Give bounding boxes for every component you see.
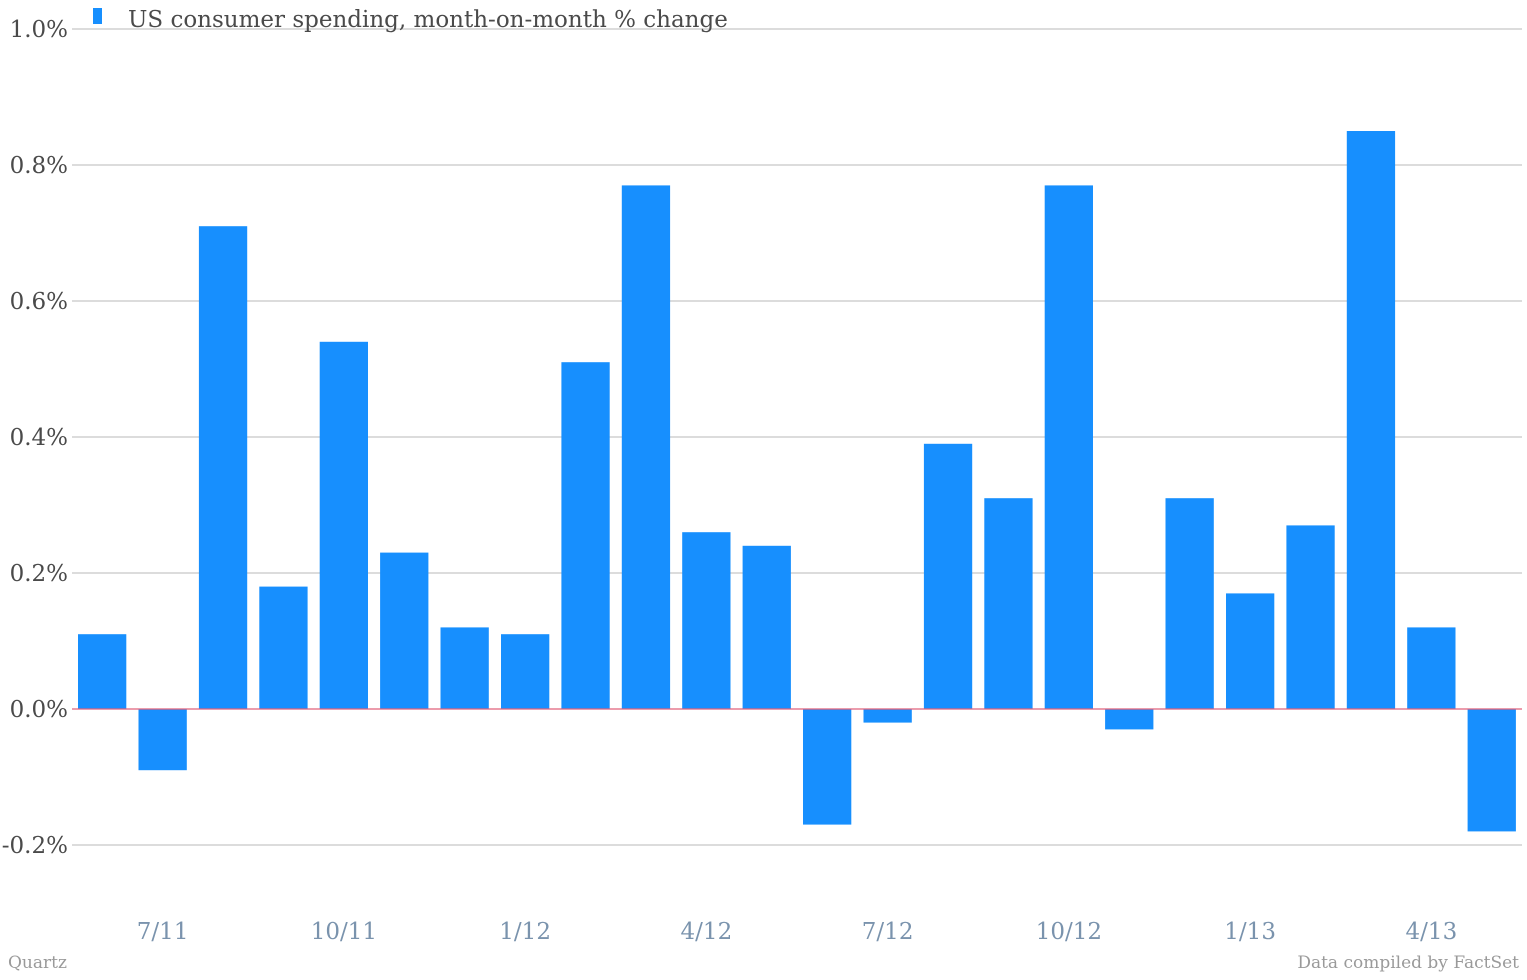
x-tick-label: 10/12 (1036, 919, 1102, 945)
bar-3-13 (1346, 131, 1396, 709)
bar-4-12 (682, 532, 731, 709)
bar-7-12 (863, 709, 912, 723)
bar-5-13 (1467, 709, 1516, 832)
x-tick-label: 7/12 (862, 919, 914, 945)
bar-8-12 (923, 443, 973, 709)
bar-11-11 (380, 552, 429, 709)
bar-1-12 (501, 634, 550, 709)
bar-10-12 (1044, 185, 1093, 709)
legend-label: US consumer spending, month-on-month % c… (128, 7, 728, 33)
x-tick-label: 1/12 (499, 919, 551, 945)
bar-7-11 (138, 709, 187, 771)
x-tick-label: 7/11 (137, 919, 189, 945)
bar-12-12 (1165, 498, 1214, 709)
gridlines (72, 28, 1522, 846)
bar-6-11 (78, 634, 127, 709)
x-tick-label: 1/13 (1224, 919, 1276, 945)
bar-8-11 (198, 226, 248, 709)
y-tick-label: 0.8% (10, 153, 68, 179)
source-credit-left: Quartz (8, 953, 67, 973)
bar-1-13 (1226, 593, 1275, 709)
x-tick-label: 4/13 (1406, 919, 1458, 945)
bar-9-11 (259, 586, 308, 709)
x-tick-label: 4/12 (681, 919, 733, 945)
bar-11-12 (1105, 709, 1154, 730)
y-tick-label: 0.2% (10, 561, 68, 587)
y-tick-label: 1.0% (10, 17, 68, 43)
source-credit-right: Data compiled by FactSet (1297, 953, 1519, 973)
legend-swatch (93, 8, 102, 24)
y-tick-label: 0.4% (10, 425, 68, 451)
bar-2-13 (1286, 525, 1335, 709)
bar-4-13 (1407, 627, 1456, 709)
bar-9-12 (984, 498, 1033, 709)
bar-12-11 (440, 627, 489, 709)
x-axis-ticks: 7/11 10/11 1/12 4/12 7/12 10/12 1/13 4/13 (137, 919, 1457, 945)
y-tick-label: 0.6% (10, 289, 68, 315)
y-tick-label: -0.2% (2, 833, 68, 859)
y-tick-label: 0.0% (10, 697, 68, 723)
bar-10-11 (319, 341, 368, 709)
bars (78, 131, 1516, 832)
bar-5-12 (742, 545, 791, 709)
y-axis-ticks: 1.0% 0.8% 0.6% 0.4% 0.2% 0.0% -0.2% (2, 17, 68, 859)
legend: US consumer spending, month-on-month % c… (93, 7, 728, 33)
bar-3-12 (621, 185, 671, 709)
bar-2-12 (561, 362, 610, 709)
bar-6-12 (803, 709, 852, 825)
x-tick-label: 10/11 (311, 919, 377, 945)
